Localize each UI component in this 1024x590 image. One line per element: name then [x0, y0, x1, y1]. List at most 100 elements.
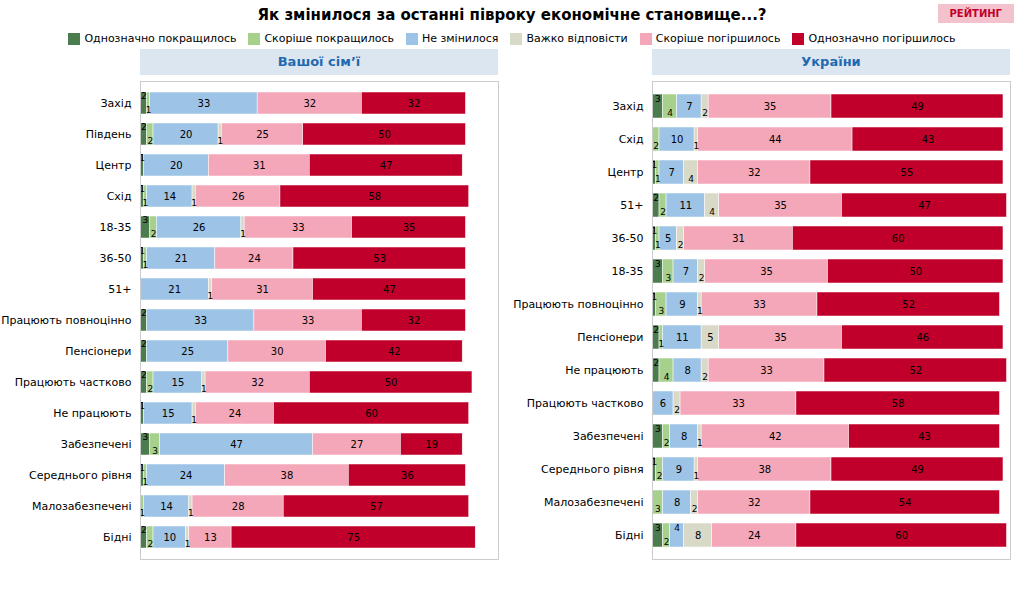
svg-text:35: 35 [764, 101, 777, 112]
svg-text:35: 35 [774, 332, 787, 343]
svg-text:Бідні: Бідні [615, 529, 643, 542]
svg-text:33: 33 [732, 398, 745, 409]
svg-text:53: 53 [373, 253, 386, 264]
svg-text:1: 1 [146, 105, 152, 115]
svg-text:2: 2 [664, 438, 670, 448]
svg-text:35: 35 [403, 222, 416, 233]
svg-text:51+: 51+ [620, 199, 643, 212]
svg-text:20: 20 [180, 129, 193, 140]
svg-text:60: 60 [892, 233, 905, 244]
svg-text:1: 1 [697, 306, 703, 316]
svg-text:2: 2 [678, 240, 684, 250]
svg-text:49: 49 [911, 101, 924, 112]
svg-text:32: 32 [408, 315, 421, 326]
svg-text:47: 47 [230, 439, 243, 450]
svg-text:2: 2 [147, 539, 153, 549]
svg-text:Забезпечені: Забезпечені [573, 430, 644, 443]
svg-text:1: 1 [658, 339, 664, 349]
svg-text:Центр: Центр [96, 159, 132, 172]
svg-text:26: 26 [193, 222, 206, 233]
svg-text:Середнього рівня: Середнього рівня [29, 469, 132, 482]
svg-text:14: 14 [163, 191, 176, 202]
svg-text:19: 19 [425, 439, 438, 450]
svg-text:2: 2 [702, 108, 708, 118]
svg-text:52: 52 [909, 365, 922, 376]
svg-text:2: 2 [147, 136, 153, 146]
svg-text:11: 11 [676, 332, 689, 343]
svg-text:51+: 51+ [108, 283, 131, 296]
svg-text:3: 3 [152, 446, 158, 456]
svg-text:33: 33 [760, 365, 773, 376]
svg-text:4: 4 [688, 174, 694, 184]
svg-text:4: 4 [667, 108, 673, 118]
svg-text:47: 47 [918, 200, 931, 211]
svg-text:25: 25 [181, 346, 194, 357]
svg-text:1: 1 [694, 141, 700, 151]
svg-text:25: 25 [256, 129, 269, 140]
svg-text:6: 6 [660, 398, 666, 409]
svg-text:3: 3 [655, 259, 661, 269]
svg-text:Середнього рівня: Середнього рівня [541, 463, 644, 476]
svg-text:3: 3 [665, 273, 671, 283]
svg-text:9: 9 [679, 299, 685, 310]
svg-text:2: 2 [141, 525, 147, 535]
svg-text:1: 1 [143, 198, 149, 208]
svg-text:31: 31 [256, 284, 269, 295]
svg-text:57: 57 [370, 501, 383, 512]
svg-text:18-35: 18-35 [100, 221, 132, 234]
svg-text:38: 38 [281, 470, 294, 481]
svg-text:52: 52 [902, 299, 915, 310]
svg-text:55: 55 [901, 167, 914, 178]
svg-text:20: 20 [170, 160, 183, 171]
svg-text:Південь: Південь [86, 128, 132, 141]
svg-text:47: 47 [380, 160, 393, 171]
svg-text:Забезпечені: Забезпечені [61, 438, 132, 451]
svg-text:2: 2 [660, 207, 666, 217]
svg-text:2: 2 [141, 308, 147, 318]
svg-text:Схід: Схід [107, 190, 132, 203]
svg-text:2: 2 [653, 358, 659, 368]
svg-text:49: 49 [911, 464, 924, 475]
svg-text:24: 24 [180, 470, 193, 481]
svg-text:1: 1 [191, 198, 197, 208]
svg-text:2: 2 [702, 372, 708, 382]
svg-text:33: 33 [198, 98, 211, 109]
svg-text:33: 33 [302, 315, 315, 326]
svg-text:Центр: Центр [608, 166, 644, 179]
svg-text:1: 1 [217, 136, 223, 146]
svg-text:Пенсіонери: Пенсіонери [577, 331, 643, 344]
svg-text:54: 54 [899, 497, 912, 508]
svg-text:Захід: Захід [613, 100, 644, 113]
svg-text:1: 1 [240, 229, 246, 239]
svg-text:28: 28 [232, 501, 245, 512]
svg-text:2: 2 [657, 471, 663, 481]
svg-text:2: 2 [151, 229, 157, 239]
svg-text:1: 1 [143, 260, 149, 270]
svg-text:3: 3 [655, 94, 661, 104]
svg-text:2: 2 [692, 504, 698, 514]
svg-text:32: 32 [408, 98, 421, 109]
svg-text:1: 1 [143, 477, 149, 487]
svg-text:4: 4 [709, 207, 715, 217]
svg-text:50: 50 [909, 266, 922, 277]
svg-text:13: 13 [204, 532, 217, 543]
svg-text:32: 32 [748, 167, 761, 178]
svg-text:36-50: 36-50 [612, 232, 644, 245]
svg-text:2: 2 [141, 339, 147, 349]
svg-text:21: 21 [175, 253, 188, 264]
svg-text:8: 8 [681, 431, 687, 442]
svg-text:27: 27 [351, 439, 364, 450]
svg-text:46: 46 [916, 332, 929, 343]
svg-text:4: 4 [674, 523, 680, 533]
svg-text:75: 75 [347, 532, 360, 543]
svg-text:1: 1 [694, 471, 700, 481]
svg-text:11: 11 [679, 200, 692, 211]
svg-text:Не працюють: Не працюють [565, 364, 643, 377]
svg-text:50: 50 [385, 377, 398, 388]
svg-text:2: 2 [141, 370, 147, 380]
svg-text:33: 33 [753, 299, 766, 310]
svg-text:31: 31 [253, 160, 266, 171]
svg-text:8: 8 [695, 530, 701, 541]
svg-text:3: 3 [143, 215, 149, 225]
svg-text:Пенсіонери: Пенсіонери [65, 345, 131, 358]
